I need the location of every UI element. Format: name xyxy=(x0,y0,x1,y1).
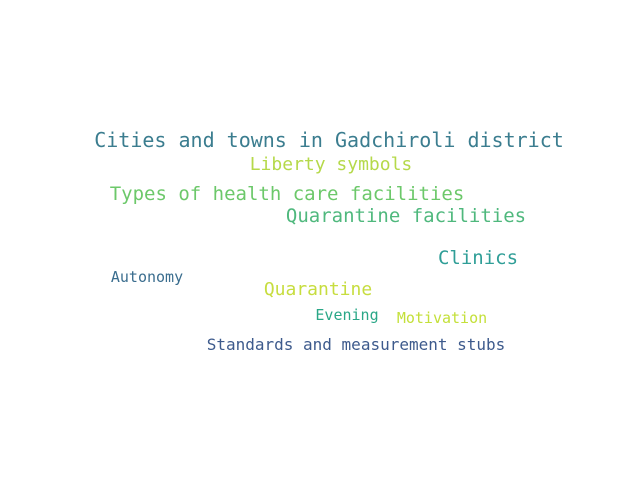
word-cities-and-towns: Cities and towns in Gadchiroli district xyxy=(94,128,564,152)
word-health-care-facilities: Types of health care facilities xyxy=(109,183,465,205)
word-motivation: Motivation xyxy=(396,309,488,327)
word-quarantine: Quarantine xyxy=(263,279,373,300)
word-evening: Evening xyxy=(315,306,379,324)
word-autonomy: Autonomy xyxy=(110,268,184,286)
word-standards-stubs: Standards and measurement stubs xyxy=(206,335,506,354)
word-clinics: Clinics xyxy=(437,247,519,269)
word-liberty-symbols: Liberty symbols xyxy=(249,154,413,175)
word-quarantine-facilities: Quarantine facilities xyxy=(285,205,527,227)
